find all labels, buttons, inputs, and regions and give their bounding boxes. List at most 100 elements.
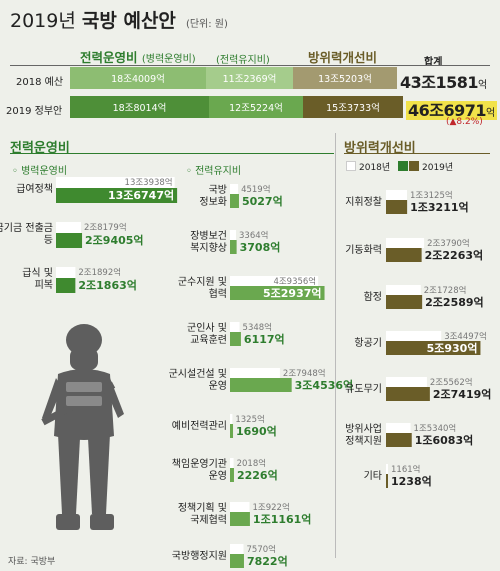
defense-value-2018: 2조1728억 <box>424 285 467 296</box>
maintenance-bar-2019 <box>230 286 325 300</box>
defense-bar-2019 <box>386 433 412 447</box>
maintenance-category-label: 국제협력 <box>190 513 227 526</box>
defense-value-2019: 1조6083억 <box>415 434 474 447</box>
personnel-value-2018: 2조1892억 <box>78 267 121 278</box>
change-rate: (▲8.2%) <box>446 117 483 127</box>
maintenance-category-label: 국방 <box>209 184 227 196</box>
maintenance-value-2019: 1조1161억 <box>253 513 312 526</box>
defense-category-label: 항공기 <box>354 337 382 349</box>
defense-bar-2019 <box>386 474 388 488</box>
page-title: 2019년 국방 예산안 (단위: 원) <box>10 6 228 33</box>
defense-category-label: 함정 <box>364 291 382 303</box>
defense-value-2019: 2조7419억 <box>433 388 492 401</box>
legend-2018-label: 2018년 <box>359 163 391 173</box>
ops-header: 전력운영비 (병력운영비) <box>80 50 196 65</box>
title-year: 2019년 <box>10 10 76 32</box>
maintenance-value-2019: 1690억 <box>236 425 277 438</box>
source-note: 자료: 국방부 <box>8 557 56 567</box>
maintenance-bar-2019 <box>230 512 250 526</box>
ops-sub1: (병력운영비) <box>141 54 196 65</box>
maintenance-value-2019: 7822억 <box>247 555 288 568</box>
maintenance-bar-2018 <box>230 276 319 286</box>
defense-bar-2018 <box>386 377 427 387</box>
maintenance-bar-2019 <box>230 240 237 254</box>
title-main: 국방 예산안 <box>81 10 176 32</box>
defense-value-2018: 2조5562억 <box>430 377 473 388</box>
personnel-bar-2018 <box>56 222 81 233</box>
defense-category-label: 지휘정찰 <box>345 196 382 208</box>
personnel-value-2018: 13조3938억 <box>125 177 173 188</box>
soldier-illustration <box>41 324 124 530</box>
maintenance-value-2018: 4519억 <box>241 184 270 195</box>
maintenance-bar-2018 <box>230 230 237 240</box>
legend-2018-swatch <box>346 161 356 171</box>
defense-value-2018: 1조5340억 <box>414 423 457 434</box>
maintenance-value-2018: 4조9356억 <box>273 276 316 287</box>
maintenance-bar-2019 <box>230 424 234 438</box>
maintenance-category-label: 군인사 및 <box>187 322 227 334</box>
maintenance-bar-2018 <box>230 368 280 378</box>
maintenance-category-label: 협력 <box>209 287 227 300</box>
total-2019: 46조6971억 <box>406 101 497 120</box>
maintenance-value-2019: 6117억 <box>244 333 285 346</box>
personnel-category-label: 연금기금 전출금 <box>0 222 53 234</box>
maintenance-bar-2018 <box>230 322 240 332</box>
maintenance-category-label: 군시설건설 및 <box>169 368 227 380</box>
maintenance-category-label: 운영 <box>209 470 227 482</box>
defense-bar-2019 <box>386 387 430 401</box>
personnel-value-2019: 13조6747억 <box>108 189 174 202</box>
def-section-title: 방위력개선비 <box>344 141 416 156</box>
personnel-value-2018: 2조8179억 <box>84 222 127 233</box>
maintenance-bar-2018 <box>230 458 234 468</box>
seg-2018-maintenance: 11조2369억 <box>206 67 293 89</box>
defense-value-2018: 1조3125억 <box>410 190 453 201</box>
title-unit: (단위: 원) <box>185 19 228 30</box>
defense-value-2018: 1161억 <box>391 464 420 475</box>
defense-bar-2018 <box>386 331 442 341</box>
personnel-bar-2019 <box>56 188 178 203</box>
defense-value-2019: 2조2589억 <box>425 296 484 309</box>
maintenance-value-2018: 2018억 <box>237 458 266 469</box>
defense-bar-2019 <box>386 341 481 355</box>
defense-bar-2018 <box>386 285 421 295</box>
defense-category-label: 방위사업 <box>345 422 382 435</box>
maintenance-bar-2018 <box>230 502 250 512</box>
maintenance-category-label: 정보화 <box>199 196 227 208</box>
maintenance-value-2019: 5027억 <box>242 195 283 208</box>
seg-2019-maintenance: 12조5224억 <box>209 96 303 118</box>
personnel-value-2019: 2조9405억 <box>85 234 144 247</box>
maintenance-bar-2019 <box>230 332 241 346</box>
maintenance-category-label: 국방행정지원 <box>172 550 227 562</box>
personnel-bar-2018 <box>56 177 175 188</box>
personnel-bar-2018 <box>56 267 76 278</box>
legend-2019-swatch-ops <box>398 161 408 171</box>
maintenance-value-2019: 2226억 <box>237 469 278 482</box>
maintenance-category-label: 장병보건 <box>190 230 227 242</box>
legend-2019-swatch-def <box>409 161 419 171</box>
defense-bar-2018 <box>386 464 388 474</box>
maintenance-value-2019: 3조4536억 <box>295 379 354 392</box>
defense-category-label: 유도무기 <box>345 383 382 395</box>
seg-2018-personnel: 18조4009억 <box>70 67 206 89</box>
maintenance-category-label: 운영 <box>209 380 227 392</box>
maintenance-value-2019: 3708억 <box>240 241 281 254</box>
defense-bar-2019 <box>386 248 422 262</box>
defense-category-label: 기타 <box>364 470 382 482</box>
maintenance-subtitle: ◦ 전력유지비 <box>186 166 242 177</box>
seg-2019-personnel: 18조8014억 <box>70 96 209 118</box>
defense-value-2018: 3조4497억 <box>444 331 487 342</box>
total-header: 합계 <box>424 57 443 68</box>
defense-value-2019: 1조3211억 <box>410 201 469 214</box>
maintenance-bar-2019 <box>230 554 244 568</box>
maintenance-category-label: 정책기획 및 <box>178 502 227 514</box>
defense-bar-2018 <box>386 190 407 200</box>
maintenance-category-label: 복지향상 <box>190 242 227 254</box>
defense-bar-2019 <box>386 200 408 214</box>
defense-value-2019: 5조930억 <box>427 342 478 355</box>
maintenance-value-2018: 3364억 <box>239 230 268 241</box>
row-label-2019: 2019 정부안 <box>6 106 63 117</box>
maintenance-value-2018: 1325억 <box>235 414 264 425</box>
maintenance-bar-2018 <box>230 414 233 424</box>
maintenance-value-2019: 5조2937억 <box>263 287 322 300</box>
